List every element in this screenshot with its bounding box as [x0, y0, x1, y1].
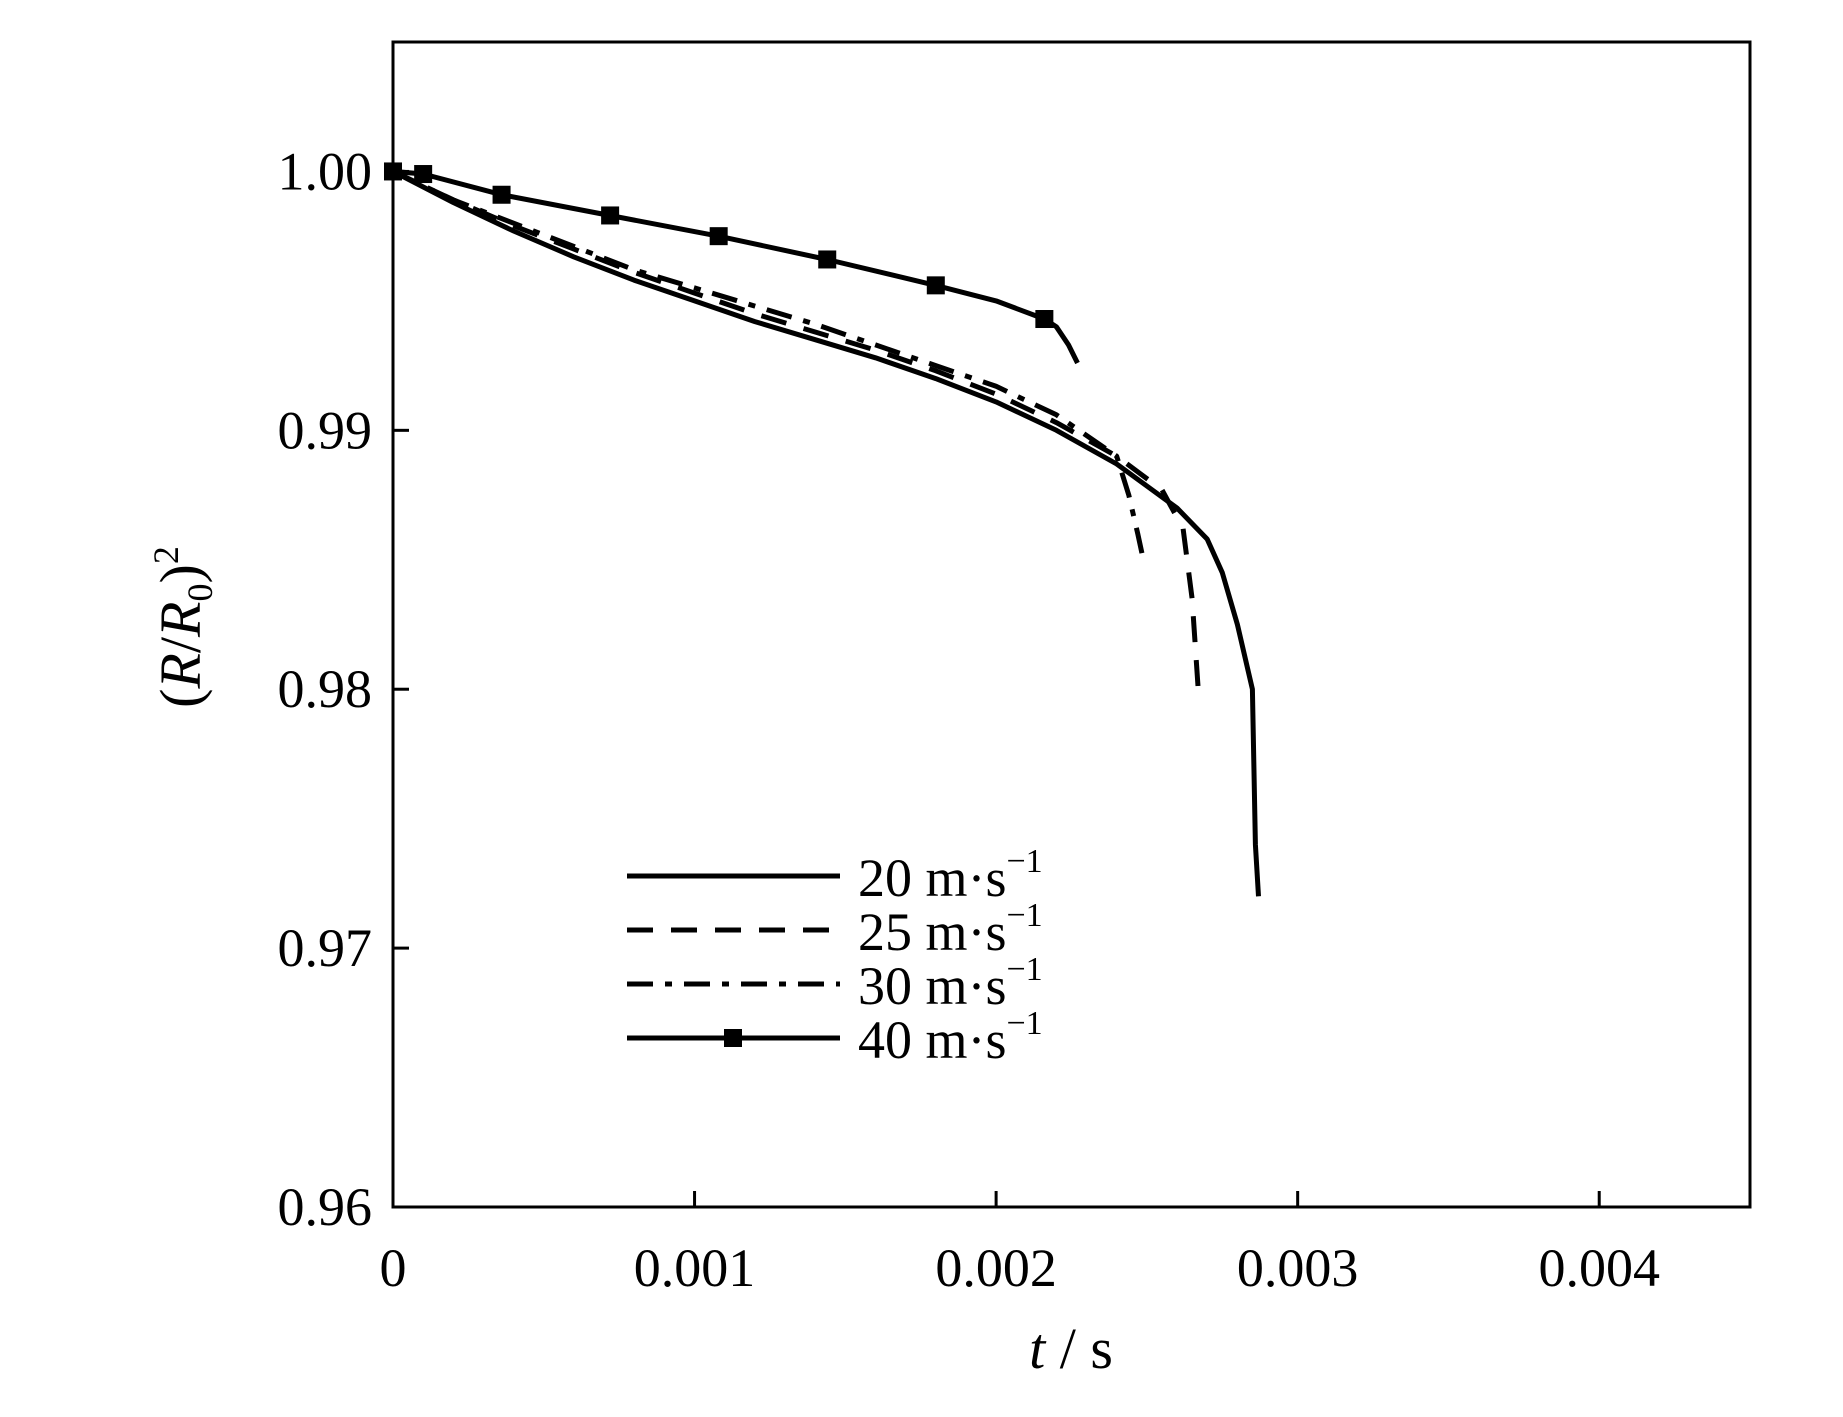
- x-tick-label: 0.004: [1538, 1238, 1660, 1298]
- x-tick-label: 0.003: [1237, 1238, 1359, 1298]
- axis-ticks: 0 0.001 0.002 0.003 0.004 0.96 0.97 0.98 0.99 1.0…: [278, 141, 1660, 1298]
- x-axis-title: t / s: [1029, 1316, 1113, 1381]
- legend-label-1: 20 m·s−1: [858, 843, 1043, 908]
- x-axis-unit: s: [1090, 1316, 1113, 1381]
- x-tick-label: 0: [380, 1238, 407, 1298]
- series-marker: [384, 162, 402, 181]
- x-tick-label: 0.002: [935, 1238, 1057, 1298]
- plot-frame: [391, 40, 1752, 1209]
- series-marker: [1035, 310, 1054, 329]
- y-tick-label: 0.99: [278, 400, 373, 460]
- series-marker: [709, 227, 728, 246]
- legend-marker: [724, 1029, 742, 1047]
- series-line-4: [392, 168, 1080, 365]
- series-layer: [384, 162, 1261, 897]
- series-marker: [492, 185, 511, 204]
- series-marker: [414, 165, 433, 184]
- legend: 20 m·s−125 m·s−130 m·s−140 m·s−1: [627, 843, 1043, 1070]
- y-tick-label: 0.98: [278, 659, 373, 719]
- y-tick-label: 1.00: [278, 141, 373, 201]
- y-axis-title: (R/R0)2: [146, 546, 220, 708]
- legend-label-2: 25 m·s−1: [858, 897, 1043, 962]
- series-marker: [601, 206, 620, 225]
- series-line-2: [391, 169, 1201, 690]
- series-line-3: [391, 169, 1147, 563]
- series-line-1: [391, 169, 1261, 897]
- x-tick-label: 0.001: [634, 1238, 756, 1298]
- legend-label-4: 40 m·s−1: [858, 1005, 1043, 1070]
- series-marker: [818, 250, 837, 269]
- legend-label-3: 30 m·s−1: [858, 951, 1043, 1016]
- x-axis-var: t: [1029, 1316, 1047, 1381]
- y-tick-label: 0.97: [278, 918, 373, 978]
- series-marker: [926, 276, 945, 295]
- y-tick-label: 0.96: [278, 1177, 373, 1237]
